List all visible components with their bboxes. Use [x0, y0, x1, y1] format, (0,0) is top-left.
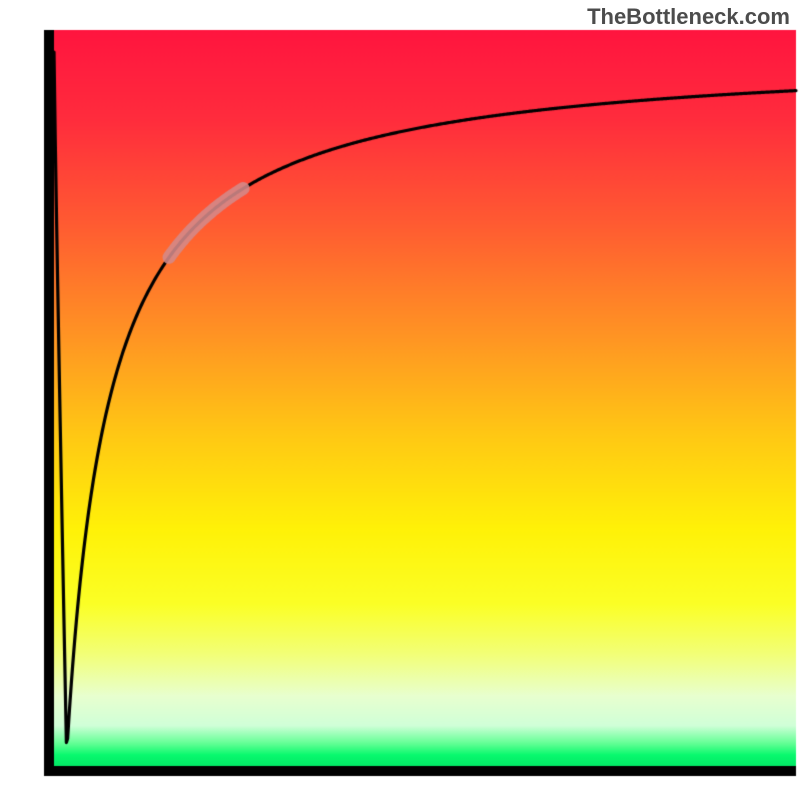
- chart-root: TheBottleneck.com: [0, 0, 800, 800]
- bottleneck-chart-canvas: [0, 0, 800, 800]
- watermark-text: TheBottleneck.com: [587, 4, 790, 30]
